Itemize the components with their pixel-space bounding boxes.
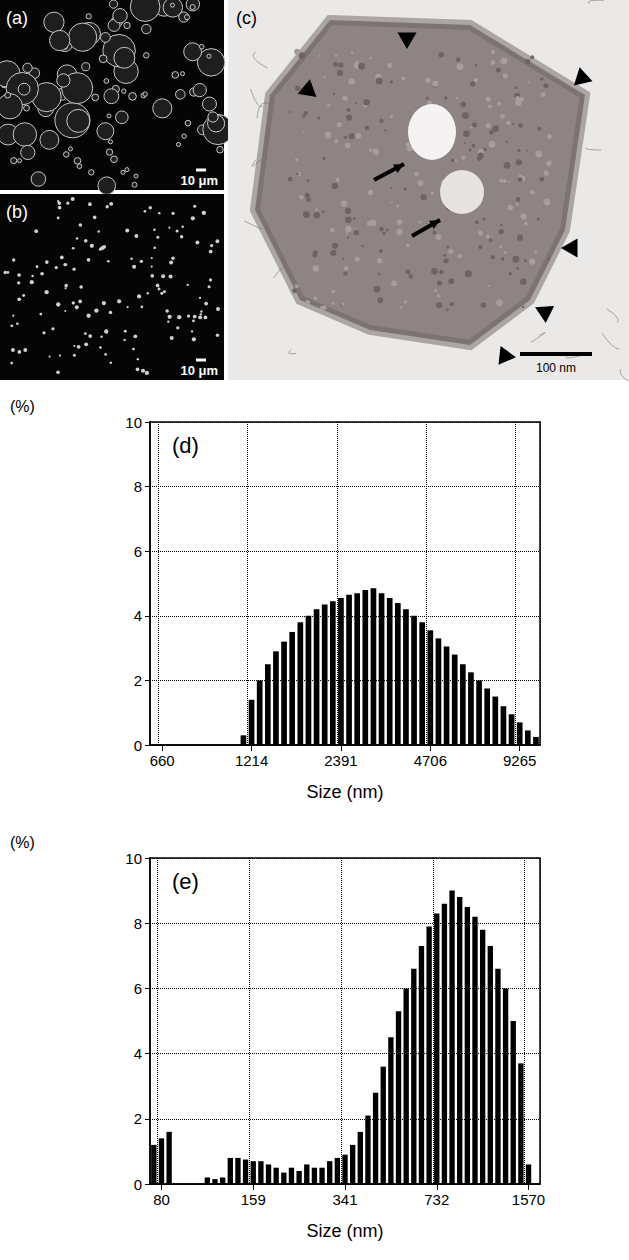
svg-text:8: 8 [134, 915, 142, 932]
svg-text:4: 4 [134, 607, 142, 624]
svg-text:(c): (c) [236, 8, 257, 28]
svg-text:80: 80 [153, 1191, 170, 1208]
svg-text:(e): (e) [172, 869, 199, 894]
svg-text:1570: 1570 [512, 1191, 545, 1208]
svg-text:100 nm: 100 nm [536, 361, 576, 375]
svg-text:6: 6 [134, 543, 142, 560]
svg-text:4706: 4706 [414, 752, 447, 769]
svg-text:(%): (%) [10, 398, 35, 415]
svg-text:0: 0 [134, 1176, 142, 1193]
svg-text:4: 4 [134, 1045, 142, 1062]
svg-text:8: 8 [134, 478, 142, 495]
svg-text:2: 2 [134, 672, 142, 689]
svg-text:341: 341 [332, 1191, 357, 1208]
svg-text:Size (nm): Size (nm) [306, 782, 383, 802]
svg-text:(%): (%) [10, 834, 35, 851]
svg-text:2391: 2391 [324, 752, 357, 769]
svg-text:(d): (d) [172, 433, 199, 458]
svg-text:Size (nm): Size (nm) [306, 1221, 383, 1241]
svg-text:0: 0 [134, 737, 142, 754]
svg-text:1214: 1214 [235, 752, 268, 769]
svg-text:10 μm: 10 μm [180, 173, 218, 188]
svg-text:10 μm: 10 μm [180, 363, 218, 378]
svg-text:6: 6 [134, 980, 142, 997]
svg-text:159: 159 [241, 1191, 266, 1208]
svg-text:(b): (b) [6, 202, 28, 222]
svg-text:660: 660 [150, 752, 175, 769]
svg-text:(a): (a) [6, 8, 28, 28]
svg-text:732: 732 [424, 1191, 449, 1208]
svg-text:10: 10 [125, 414, 142, 431]
svg-text:10: 10 [125, 850, 142, 867]
svg-text:9265: 9265 [503, 752, 536, 769]
svg-text:2: 2 [134, 1110, 142, 1127]
